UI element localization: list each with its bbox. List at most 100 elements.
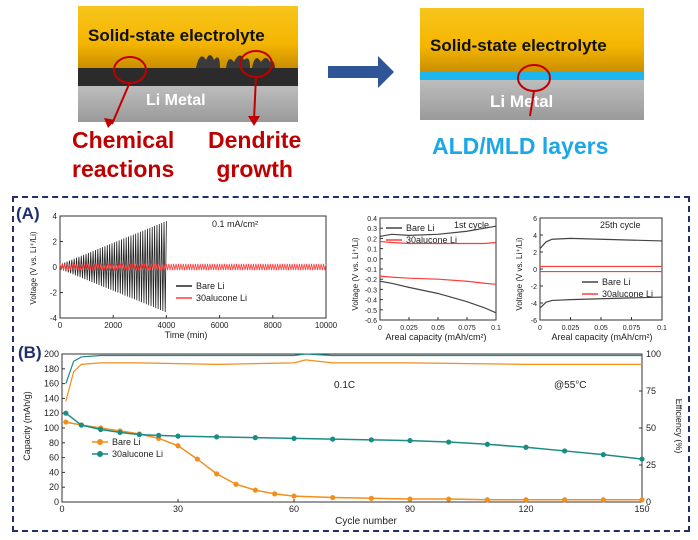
electrolyte-layer xyxy=(78,6,298,68)
data-point-30alucone-li xyxy=(407,437,413,444)
x-tick-label: 6000 xyxy=(211,321,229,330)
x-tick-label: 60 xyxy=(289,504,299,514)
y-tick-label: 40 xyxy=(49,467,59,477)
data-point-bare-li xyxy=(330,494,336,501)
data-point-30alucone-li xyxy=(446,439,452,445)
y-tick-label: 0.1 xyxy=(367,247,377,254)
y-tick-label: 140 xyxy=(44,393,59,403)
electrolyte-label: Solid-state electrolyte xyxy=(88,26,265,45)
legend-label: Bare Li xyxy=(196,281,225,291)
series-line-bare-li-discharge xyxy=(539,296,663,309)
series-line-bare-li-efficiency xyxy=(65,359,642,402)
chart-b: 0.1C @55°C Cycle number Capacity (mAh/g)… xyxy=(22,344,684,528)
panel-label-b: (B) xyxy=(18,343,42,362)
y2-tick-label: 50 xyxy=(646,423,656,433)
annotation-dendrite: Dendrite growth xyxy=(208,127,302,182)
b-annotation-temp: @55°C xyxy=(554,380,587,391)
b-annotation-rate: 0.1C xyxy=(334,380,355,391)
x-tick-label: 0.1 xyxy=(491,325,501,332)
chart-b-svg: 0.1C @55°C Cycle number Capacity (mAh/g)… xyxy=(22,349,684,527)
figure-frame xyxy=(12,196,690,532)
data-point-bare-li xyxy=(639,497,645,503)
schematic-before: Solid-state electrolyte Li Metal xyxy=(78,6,298,122)
x-tick-label: 90 xyxy=(405,504,415,514)
electrolyte-layer xyxy=(420,8,644,72)
y-tick-label: 160 xyxy=(44,379,59,389)
dendrite-1 xyxy=(196,55,220,68)
schematic-after: Solid-state electrolyte Li Metal xyxy=(420,8,644,120)
legend-label: 30alucone Li xyxy=(112,449,163,459)
x-tick-label: 120 xyxy=(518,504,533,514)
annotation-chemical: Chemical reactions xyxy=(72,127,175,182)
x-tick-label: 0.05 xyxy=(431,325,445,332)
data-point-30alucone-li xyxy=(562,448,568,454)
data-point-bare-li xyxy=(291,493,297,499)
data-point-30alucone-li xyxy=(156,432,162,438)
b-y2label: Efficiency (%) xyxy=(674,399,682,454)
data-point-bare-li xyxy=(523,497,529,503)
x-tick-label: 0.1 xyxy=(657,325,667,332)
a2-annotation: 1st cycle xyxy=(454,220,489,230)
series-line-30alucone-li-efficiency xyxy=(65,353,642,384)
plot-frame xyxy=(539,217,663,321)
data-point-bare-li xyxy=(272,491,278,497)
x-tick-label: 0 xyxy=(59,504,64,514)
chart-a1: 0.1 mA/cm² Time (min) Voltage (V vs. Li⁺… xyxy=(26,210,342,342)
y-tick-label: -6 xyxy=(531,318,537,325)
series-line-30alucone-li-charge xyxy=(379,240,497,245)
x-tick-label: 30 xyxy=(173,504,183,514)
data-point-30alucone-li xyxy=(136,432,142,438)
y-tick-label: -0.3 xyxy=(365,287,377,294)
x-tick-label: 0 xyxy=(378,325,382,332)
chart-a2-svg: 1st cycle Areal capacity (mAh/cm²) Volta… xyxy=(351,216,501,342)
y-tick-label: 0 xyxy=(54,497,59,507)
y-tick-label: 0.3 xyxy=(367,226,377,233)
data-point-30alucone-li xyxy=(214,434,220,440)
y-tick-label: -4 xyxy=(50,314,58,323)
y-tick-label: 4 xyxy=(533,233,537,240)
y-tick-label: -2 xyxy=(50,289,58,298)
y2-tick-label: 75 xyxy=(646,386,656,396)
a1-annotation: 0.1 mA/cm² xyxy=(212,219,258,229)
series-line-bare-li-discharge xyxy=(379,280,497,314)
legend-label: Bare Li xyxy=(602,277,631,287)
ald-mld-label: ALD/MLD layers xyxy=(432,133,609,159)
transform-arrow xyxy=(328,56,394,88)
a3-xlabel: Areal capacity (mAh/cm²) xyxy=(551,332,652,342)
data-point-30alucone-li xyxy=(523,444,529,450)
y-tick-label: 0.2 xyxy=(367,236,377,243)
legend-swatch-marker xyxy=(97,439,103,445)
legend-label: Bare Li xyxy=(112,437,141,447)
x-tick-label: 8000 xyxy=(264,321,282,330)
plot-frame xyxy=(379,217,497,321)
y-tick-label: -0.1 xyxy=(365,267,377,274)
y-tick-label: 200 xyxy=(44,349,59,359)
y-tick-label: 6 xyxy=(533,216,537,223)
data-point-bare-li xyxy=(562,497,568,503)
series-line-30alucone-li-discharge xyxy=(379,275,497,285)
chart-a1-svg: 0.1 mA/cm² Time (min) Voltage (V vs. Li⁺… xyxy=(29,212,338,340)
y-tick-label: 120 xyxy=(44,408,59,418)
x-tick-label: 150 xyxy=(634,504,649,514)
x-tick-label: 0.075 xyxy=(458,325,476,332)
x-tick-label: 0.025 xyxy=(400,325,418,332)
x-tick-label: 10000 xyxy=(315,321,338,330)
y-tick-label: 100 xyxy=(44,423,59,433)
electrolyte-label: Solid-state electrolyte xyxy=(430,36,607,55)
annotation-arrows xyxy=(104,56,394,128)
plot-frame xyxy=(61,353,643,503)
chart-a2: 1st cycle Areal capacity (mAh/cm²) Volta… xyxy=(350,210,510,342)
y-tick-label: -0.2 xyxy=(365,277,377,284)
li-metal-label: Li Metal xyxy=(146,92,206,109)
y-tick-label: -0.6 xyxy=(365,318,377,325)
x-tick-label: 4000 xyxy=(158,321,176,330)
x-tick-label: 0.075 xyxy=(623,325,641,332)
a1-xlabel: Time (min) xyxy=(165,330,208,340)
data-point-bare-li xyxy=(175,443,181,449)
legend-label: 30alucone Li xyxy=(602,289,653,299)
dendrite-3 xyxy=(252,58,275,68)
legend-label: 30alucone Li xyxy=(406,235,457,245)
y2-tick-label: 100 xyxy=(646,349,661,359)
data-point-30alucone-li xyxy=(117,429,123,436)
series-line-bare-li-charge xyxy=(379,225,497,237)
